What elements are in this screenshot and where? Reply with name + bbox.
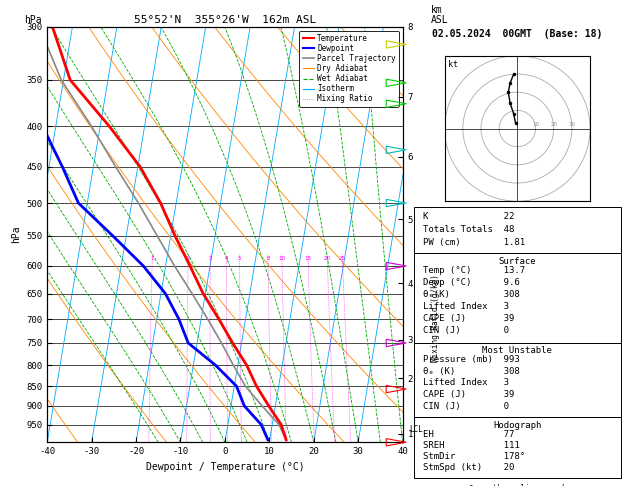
Text: 3: 3 bbox=[209, 256, 212, 260]
Text: kt: kt bbox=[448, 60, 457, 69]
Text: CIN (J)        0: CIN (J) 0 bbox=[423, 327, 508, 335]
Text: Hodograph: Hodograph bbox=[493, 421, 542, 430]
Text: Temp (°C)      13.7: Temp (°C) 13.7 bbox=[423, 266, 525, 275]
Text: Lifted Index   3: Lifted Index 3 bbox=[423, 379, 508, 387]
Bar bbox=[414, 208, 621, 253]
X-axis label: Dewpoint / Temperature (°C): Dewpoint / Temperature (°C) bbox=[145, 462, 304, 472]
Text: 4: 4 bbox=[225, 256, 228, 260]
Text: Lifted Index   3: Lifted Index 3 bbox=[423, 302, 508, 311]
Text: EH             77: EH 77 bbox=[423, 430, 514, 439]
Text: 20: 20 bbox=[550, 122, 557, 127]
Bar bbox=[414, 417, 621, 478]
Text: CAPE (J)       39: CAPE (J) 39 bbox=[423, 390, 514, 399]
Text: Surface: Surface bbox=[499, 257, 536, 265]
Text: LCL: LCL bbox=[409, 425, 423, 434]
Text: θₑ (K)         308: θₑ (K) 308 bbox=[423, 367, 520, 376]
Text: SREH           111: SREH 111 bbox=[423, 441, 520, 450]
Text: 2: 2 bbox=[186, 256, 190, 260]
Text: 20: 20 bbox=[324, 256, 331, 260]
Text: CAPE (J)       39: CAPE (J) 39 bbox=[423, 314, 514, 323]
Text: 25: 25 bbox=[339, 256, 346, 260]
Text: PW (cm)        1.81: PW (cm) 1.81 bbox=[423, 238, 525, 247]
Text: km
ASL: km ASL bbox=[431, 5, 448, 25]
Text: hPa: hPa bbox=[24, 15, 42, 25]
Text: 10: 10 bbox=[532, 122, 539, 127]
Text: Pressure (mb)  993: Pressure (mb) 993 bbox=[423, 355, 520, 364]
Legend: Temperature, Dewpoint, Parcel Trajectory, Dry Adiabat, Wet Adiabat, Isotherm, Mi: Temperature, Dewpoint, Parcel Trajectory… bbox=[299, 31, 399, 106]
Y-axis label: hPa: hPa bbox=[11, 226, 21, 243]
Text: θₑ(K)          308: θₑ(K) 308 bbox=[423, 290, 520, 299]
Text: 02.05.2024  00GMT  (Base: 18): 02.05.2024 00GMT (Base: 18) bbox=[432, 29, 603, 39]
Text: 5: 5 bbox=[238, 256, 242, 260]
Text: Mixing Ratio (g/kg): Mixing Ratio (g/kg) bbox=[431, 274, 440, 362]
Title: 55°52'N  355°26'W  162m ASL: 55°52'N 355°26'W 162m ASL bbox=[134, 15, 316, 25]
Text: 1: 1 bbox=[150, 256, 154, 260]
Text: StmSpd (kt)    20: StmSpd (kt) 20 bbox=[423, 463, 514, 472]
Text: © weatheronline.co.uk: © weatheronline.co.uk bbox=[469, 484, 566, 486]
Text: 10: 10 bbox=[279, 256, 286, 260]
Text: CIN (J)        0: CIN (J) 0 bbox=[423, 402, 508, 411]
Text: Most Unstable: Most Unstable bbox=[482, 346, 552, 355]
Text: 30: 30 bbox=[569, 122, 576, 127]
Text: 8: 8 bbox=[266, 256, 270, 260]
Text: Dewp (°C)      9.6: Dewp (°C) 9.6 bbox=[423, 278, 520, 287]
Text: K              22: K 22 bbox=[423, 211, 514, 221]
Text: StmDir         178°: StmDir 178° bbox=[423, 452, 525, 461]
Bar bbox=[414, 343, 621, 417]
Text: Totals Totals  48: Totals Totals 48 bbox=[423, 225, 514, 234]
Bar bbox=[414, 253, 621, 343]
Text: 15: 15 bbox=[304, 256, 311, 260]
